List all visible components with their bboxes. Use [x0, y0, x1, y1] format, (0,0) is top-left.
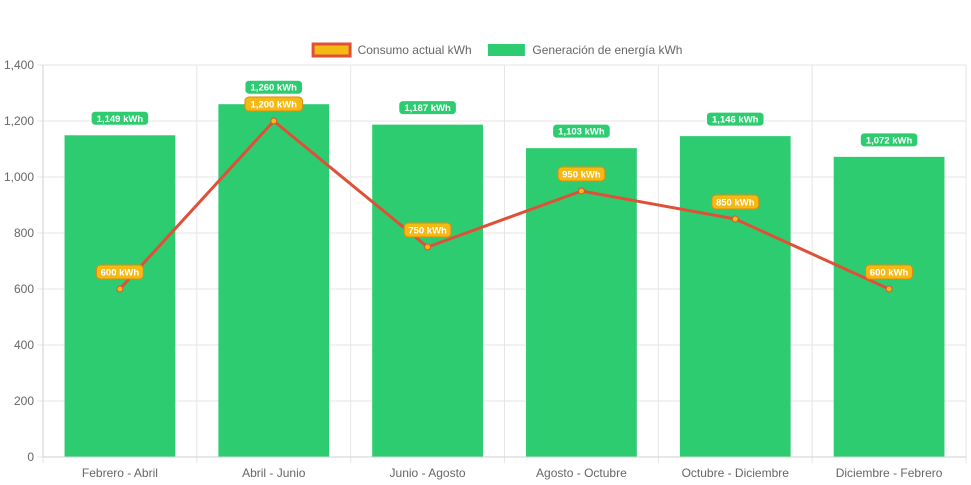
x-tick-label: Octubre - Diciembre [682, 466, 790, 480]
axis-layer: 0 200 400 600 800 1,000 1,200 1,400 Febrero - Ab… [4, 58, 966, 480]
data-label-text: 1,260 kWh [251, 83, 298, 94]
data-label-text: 1,146 kWh [712, 115, 759, 126]
data-label-box [244, 96, 304, 112]
data-label: 1,103 kWh [552, 123, 611, 139]
data-label: 600 kWh [96, 264, 144, 280]
data-label: 600 kWh [865, 264, 913, 280]
line-point [270, 117, 278, 125]
data-label: 1,187 kWh [398, 100, 457, 116]
data-label-box [865, 264, 913, 280]
series-line [118, 119, 890, 291]
data-label-box [705, 111, 765, 127]
data-label-text: 950 kWh [562, 170, 601, 181]
bar [833, 156, 945, 457]
bar [64, 135, 176, 457]
line-point [731, 215, 739, 223]
legend-swatch [311, 42, 352, 58]
data-label-text: 1,200 kWh [251, 100, 298, 111]
bar [218, 104, 330, 457]
y-tick-label: 200 [14, 394, 34, 408]
line-layer [116, 117, 893, 293]
y-tick-label: 1,400 [4, 58, 34, 72]
data-label: 1,146 kWh [705, 111, 765, 127]
x-tick-label: Febrero - Abril [82, 466, 158, 480]
legend-label: Generación de energía kWh [532, 43, 682, 57]
data-label-text: 1,103 kWh [558, 127, 605, 138]
data-label-box [244, 79, 304, 95]
data-label-box [398, 100, 457, 116]
line-point [885, 285, 893, 293]
y-tick-label: 1,200 [4, 114, 34, 128]
data-label: 1,260 kWh [244, 79, 304, 95]
data-label: 1,200 kWh [244, 96, 304, 112]
data-label-text: 1,187 kWh [404, 103, 451, 114]
data-label-box [90, 110, 150, 126]
data-label-text: 1,072 kWh [866, 135, 913, 146]
bars-layer [64, 104, 945, 457]
data-label: 950 kWh [557, 166, 606, 182]
legend-item: Generación de energía kWh [487, 43, 682, 57]
data-label-box [557, 166, 606, 182]
data-label: 750 kWh [403, 222, 452, 238]
data-label-text: 600 kWh [101, 268, 140, 279]
grid-layer [37, 64, 967, 463]
data-label-box [859, 132, 919, 148]
data-label-text: 600 kWh [870, 268, 909, 279]
data-label: 1,149 kWh [90, 110, 150, 126]
legend-swatch [487, 44, 525, 56]
bar [526, 148, 637, 457]
data-label-box [711, 194, 760, 210]
data-label: 1,072 kWh [859, 132, 919, 148]
legend-label: Consumo actual kWh [358, 43, 472, 57]
legend-item: Consumo actual kWh [311, 42, 472, 58]
y-tick-label: 0 [27, 450, 34, 464]
data-label-text: 850 kWh [716, 198, 755, 209]
y-tick-label: 600 [14, 282, 34, 296]
x-tick-label: Agosto - Octubre [536, 466, 627, 480]
legend: Consumo actual kWh Generación de energía … [311, 42, 682, 58]
data-label-box [403, 222, 452, 238]
x-tick-label: Junio - Agosto [390, 466, 466, 480]
data-label-text: 750 kWh [408, 226, 447, 237]
data-label-box [96, 264, 144, 280]
line-point [424, 243, 432, 251]
y-tick-label: 1,000 [4, 170, 34, 184]
data-label-text: 1,149 kWh [97, 114, 144, 125]
bar [372, 124, 483, 457]
y-tick-label: 800 [14, 226, 34, 240]
labels-layer: 1,149 kWh 1,260 kWh 1,187 kWh 1,103 kWh 1,14… [90, 79, 919, 280]
x-tick-label: Abril - Junio [242, 466, 306, 480]
bar [679, 136, 791, 457]
line-point [577, 187, 585, 195]
x-tick-label: Diciembre - Febrero [836, 466, 943, 480]
line-point [116, 285, 124, 293]
y-tick-label: 400 [14, 338, 34, 352]
data-label: 850 kWh [711, 194, 760, 210]
data-label-box [552, 123, 611, 139]
